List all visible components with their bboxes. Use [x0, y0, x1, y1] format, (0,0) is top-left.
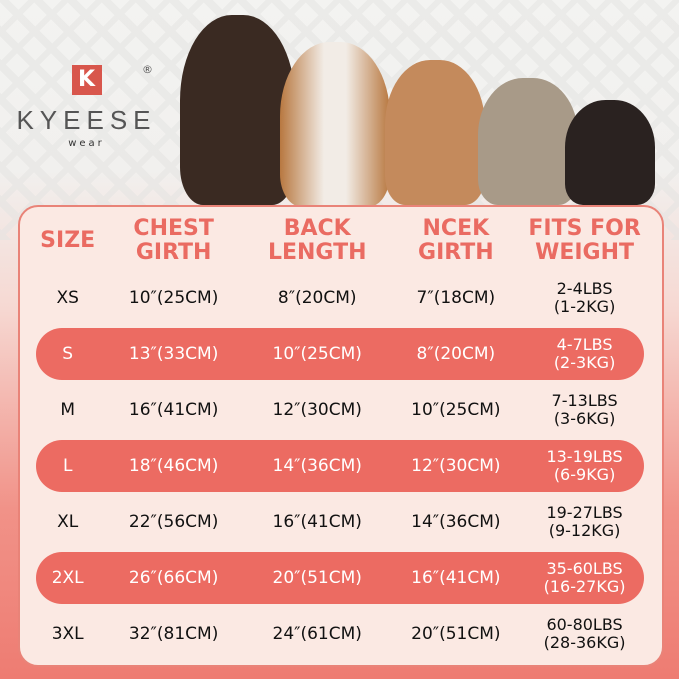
- cell-back: 20″(51CM): [272, 568, 362, 588]
- header-weight: FITS FOR WEIGHT: [528, 216, 641, 265]
- cell-neck: 10″(25CM): [411, 400, 501, 420]
- cell-back: 14″(36CM): [272, 456, 362, 476]
- cell-back: 10″(25CM): [272, 344, 362, 364]
- cell-back: 8″(20CM): [277, 288, 357, 308]
- header-size: SIZE: [40, 228, 96, 253]
- cell-weight-kg: (16-27KG): [543, 577, 626, 596]
- table-row: XS 10″(25CM) 8″(20CM) 7″(18CM) 2-4LBS (1-2KG): [36, 272, 644, 324]
- cell-weight-lbs: 19-27LBS: [546, 503, 623, 522]
- cell-weight-lbs: 2-4LBS: [556, 279, 613, 298]
- doberman-image: [180, 15, 295, 205]
- header-back: BACK LENGTH: [267, 216, 367, 265]
- table-row: 2XL 26″(66CM) 20″(51CM) 16″(41CM) 35-60LBS (1…: [36, 552, 644, 604]
- cell-weight: 2-4LBS (1-2KG): [525, 280, 644, 316]
- cell-size: S: [62, 344, 74, 364]
- cell-back: 16″(41CM): [272, 512, 362, 532]
- brand-logo: K ® KYEESE wear: [14, 63, 159, 149]
- cell-size: L: [62, 456, 73, 476]
- cell-size: XL: [57, 512, 79, 532]
- poodle-image: [385, 60, 485, 205]
- table-header: SIZE CHEST GIRTH BACK LENGTH NCEK GIRTH …: [36, 215, 644, 267]
- cell-weight-kg: (3-6KG): [553, 409, 616, 428]
- cell-weight-lbs: 60-80LBS: [546, 615, 623, 634]
- cell-weight-lbs: 4-7LBS: [556, 335, 613, 354]
- cell-weight: 35-60LBS (16-27KG): [525, 560, 644, 596]
- cell-weight-lbs: 13-19LBS: [546, 447, 623, 466]
- table-row: L 18″(46CM) 14″(36CM) 12″(30CM) 13-19LBS (6-9…: [36, 440, 644, 492]
- cell-weight-kg: (1-2KG): [553, 297, 616, 316]
- cell-weight: 7-13LBS (3-6KG): [525, 392, 644, 428]
- brand-sub: wear: [68, 138, 105, 149]
- cell-back: 24″(61CM): [272, 624, 362, 644]
- cell-neck: 20″(51CM): [411, 624, 501, 644]
- cell-size: 3XL: [51, 624, 84, 644]
- cell-neck: 14″(36CM): [411, 512, 501, 532]
- cell-weight-kg: (2-3KG): [553, 353, 616, 372]
- header-neck: NCEK GIRTH: [418, 216, 494, 265]
- registered-mark: ®: [142, 63, 153, 76]
- header-chest: CHEST GIRTH: [133, 216, 214, 265]
- cell-weight: 4-7LBS (2-3KG): [525, 336, 644, 372]
- cell-weight: 19-27LBS (9-12KG): [525, 504, 644, 540]
- cell-chest: 13″(33CM): [128, 344, 219, 364]
- table-row: S 13″(33CM) 10″(25CM) 8″(20CM) 4-7LBS (2-3KG): [36, 328, 644, 380]
- schnauzer-image: [478, 78, 578, 205]
- cell-weight: 60-80LBS (28-36KG): [525, 616, 644, 652]
- cell-neck: 8″(20CM): [416, 344, 496, 364]
- cell-chest: 18″(46CM): [128, 456, 219, 476]
- cell-neck: 7″(18CM): [416, 288, 496, 308]
- cell-chest: 10″(25CM): [128, 288, 219, 308]
- cell-size: XS: [56, 288, 79, 308]
- cell-weight-kg: (9-12KG): [548, 521, 621, 540]
- cell-neck: 12″(30CM): [411, 456, 501, 476]
- logo-mark: K: [71, 65, 102, 95]
- cell-size: M: [60, 400, 76, 420]
- cell-weight-kg: (28-36KG): [543, 633, 626, 652]
- cell-weight-kg: (6-9KG): [553, 465, 616, 484]
- brand-name: KYEESE: [16, 105, 157, 135]
- cell-weight-lbs: 35-60LBS: [546, 559, 623, 578]
- beagle-image: [280, 42, 390, 207]
- table-row: M 16″(41CM) 12″(30CM) 10″(25CM) 7-13LBS (3-6K…: [36, 384, 644, 436]
- size-chart-table: SIZE CHEST GIRTH BACK LENGTH NCEK GIRTH …: [18, 205, 664, 667]
- cell-chest: 26″(66CM): [128, 568, 219, 588]
- cell-weight: 13-19LBS (6-9KG): [525, 448, 644, 484]
- cell-chest: 16″(41CM): [128, 400, 219, 420]
- cell-size: 2XL: [51, 568, 84, 588]
- cell-weight-lbs: 7-13LBS: [551, 391, 618, 410]
- cell-back: 12″(30CM): [272, 400, 362, 420]
- cell-chest: 22″(56CM): [128, 512, 219, 532]
- cell-chest: 32″(81CM): [128, 624, 219, 644]
- chihuahua-image: [565, 100, 655, 205]
- table-row: 3XL 32″(81CM) 24″(61CM) 20″(51CM) 60-80LBS (2…: [36, 608, 644, 660]
- table-row: XL 22″(56CM) 16″(41CM) 14″(36CM) 19-27LBS (9-…: [36, 496, 644, 548]
- cell-neck: 16″(41CM): [411, 568, 501, 588]
